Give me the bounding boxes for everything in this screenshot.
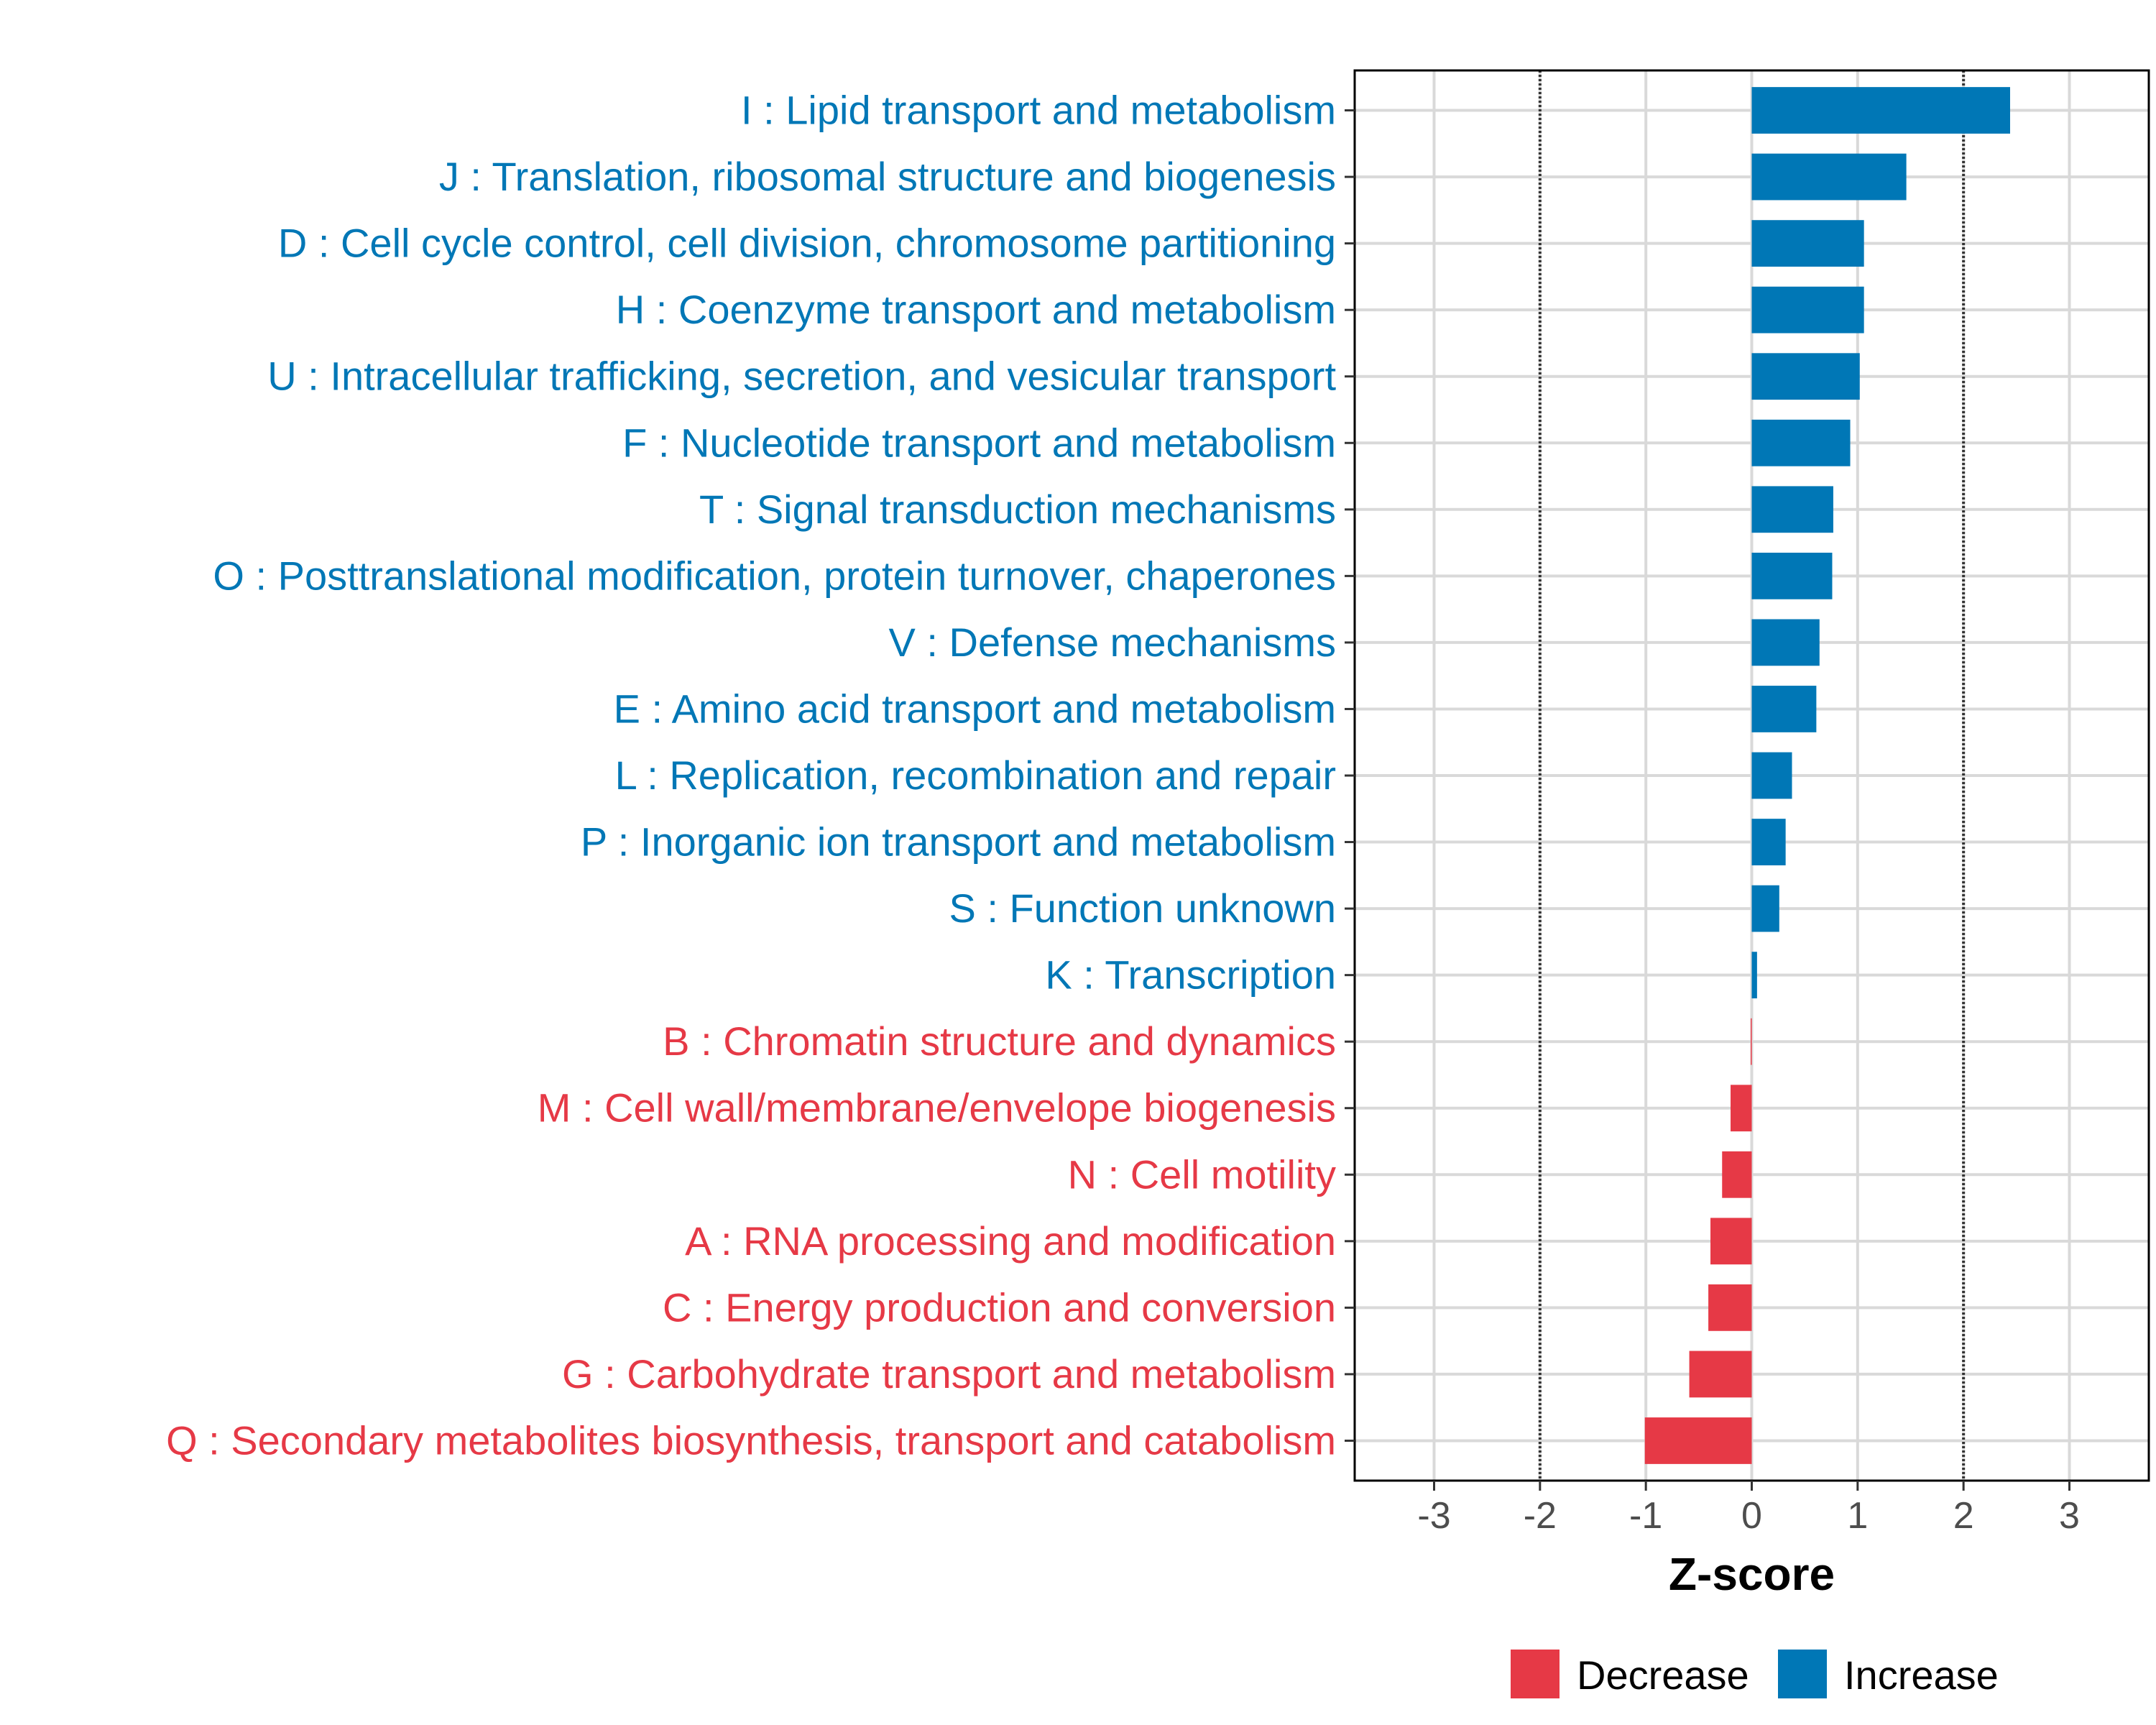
bar	[1689, 1351, 1752, 1398]
bar	[1751, 220, 1864, 267]
x-axis-title: Z-score	[1669, 1548, 1835, 1600]
legend-label: Decrease	[1577, 1652, 1749, 1698]
category-label: P : Inorganic ion transport and metaboli…	[581, 819, 1336, 865]
bar	[1722, 1151, 1752, 1198]
x-tick-label: 3	[2059, 1495, 2080, 1537]
y-axis-category-labels: I : Lipid transport and metabolism J : Tr…	[166, 88, 1336, 1463]
category-label: D : Cell cycle control, cell division, c…	[278, 221, 1336, 266]
x-axis-ticks: -3 -2 -1 0 1 2 3	[1417, 1481, 2080, 1537]
legend-swatch	[1511, 1650, 1560, 1698]
category-label: I : Lipid transport and metabolism	[741, 88, 1336, 133]
category-label: E : Amino acid transport and metabolism	[614, 686, 1336, 731]
bar	[1751, 752, 1792, 799]
category-label: J : Translation, ribosomal structure and…	[439, 154, 1336, 199]
bar	[1751, 87, 2010, 134]
bar	[1710, 1218, 1752, 1265]
x-tick-label: -2	[1524, 1495, 1557, 1537]
category-label: C : Energy production and conversion	[663, 1284, 1336, 1330]
bar	[1751, 885, 1779, 932]
category-label: A : RNA processing and modification	[685, 1218, 1336, 1264]
x-tick-label: -1	[1629, 1495, 1662, 1537]
category-label: K : Transcription	[1045, 952, 1336, 998]
legend-swatch	[1778, 1650, 1827, 1698]
bars	[1644, 87, 2010, 1464]
bar	[1751, 286, 1864, 334]
bar	[1751, 153, 1907, 201]
x-tick-label: 0	[1741, 1495, 1762, 1537]
y-axis-ticks	[1345, 109, 1355, 1442]
category-label: B : Chromatin structure and dynamics	[663, 1018, 1336, 1064]
category-label: Q : Secondary metabolites biosynthesis, …	[166, 1417, 1336, 1463]
category-label: H : Coenzyme transport and metabolism	[616, 287, 1336, 332]
bar	[1751, 686, 1817, 732]
category-label: M : Cell wall/membrane/envelope biogenes…	[538, 1085, 1336, 1131]
category-label: F : Nucleotide transport and metabolism	[622, 420, 1336, 465]
bar	[1708, 1284, 1752, 1331]
x-tick-label: 1	[1847, 1495, 1868, 1537]
bar	[1644, 1417, 1752, 1464]
bar	[1751, 952, 1757, 999]
bar	[1751, 486, 1833, 533]
category-label: L : Replication, recombination and repai…	[615, 753, 1336, 798]
reference-lines	[1538, 70, 1966, 1481]
bar	[1731, 1085, 1752, 1132]
bar	[1751, 353, 1860, 400]
x-tick-label: 2	[1953, 1495, 1974, 1537]
category-label: U : Intracellular trafficking, secretion…	[267, 354, 1336, 399]
category-label: T : Signal transduction mechanisms	[699, 487, 1336, 532]
legend: Decrease Increase	[1511, 1650, 1999, 1698]
bar	[1751, 552, 1833, 599]
category-label: G : Carbohydrate transport and metabolis…	[562, 1351, 1336, 1397]
x-tick-label: -3	[1417, 1495, 1450, 1537]
bar	[1751, 419, 1851, 466]
category-label: V : Defense mechanisms	[889, 620, 1336, 665]
bar	[1751, 619, 1820, 666]
bar	[1751, 819, 1786, 865]
category-label: N : Cell motility	[1068, 1151, 1336, 1197]
category-label: O : Posttranslational modification, prot…	[213, 553, 1336, 598]
category-label: S : Function unknown	[949, 886, 1336, 931]
legend-label: Increase	[1844, 1652, 1999, 1698]
